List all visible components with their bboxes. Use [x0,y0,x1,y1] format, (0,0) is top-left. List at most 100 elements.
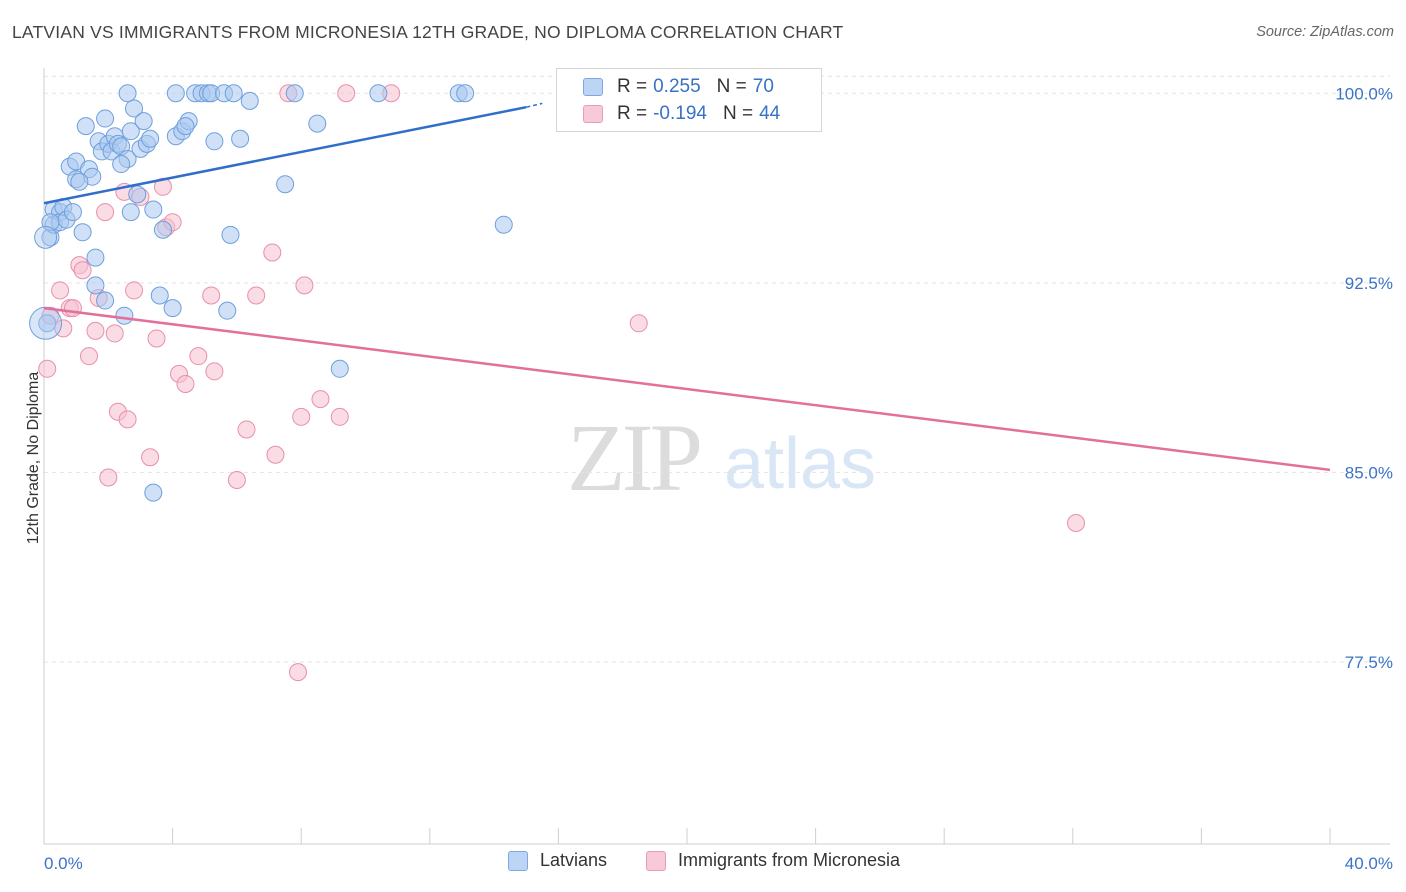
stats-row-latvians: R = 0.255 N = 70 [583,75,774,99]
latvians-trend-extension [526,102,543,108]
latvian-points [29,84,513,502]
micronesia-swatch [646,850,666,871]
micronesia-point [118,410,137,429]
latvian-point [276,175,295,194]
latvians-swatch [583,78,603,96]
latvian-point [76,117,95,136]
latvian-point [73,223,92,242]
latvian-point [153,220,172,239]
latvian-point [369,84,388,103]
micronesia-point [205,362,224,381]
latvian-point [176,117,195,136]
x-tick-label: 40.0% [1345,854,1393,873]
n-value: 70 [752,76,774,97]
n-label: N = [722,103,754,124]
micronesia-point [80,347,99,366]
micronesia-point [202,286,221,305]
micronesia-point [51,281,70,300]
micronesia-point [311,390,330,409]
micronesia-point [263,243,282,262]
micronesia-point [38,359,57,378]
latvian-point [96,109,115,128]
micronesia-point [189,347,208,366]
latvians-swatch [508,850,528,871]
legend-label: Immigrants from Micronesia [678,850,901,870]
micronesia-point [105,324,124,343]
latvian-point [70,172,89,191]
micronesia-point [1067,513,1086,532]
axes [43,68,1390,845]
r-value: 0.255 [653,76,701,97]
latvian-point [86,276,105,295]
legend-item-latvians[interactable]: Latvians [508,850,607,871]
micronesia-point [96,203,115,222]
r-label: R = [617,76,648,97]
micronesia-point [292,407,311,426]
micronesia-point [629,314,648,333]
latvian-point [150,286,169,305]
r-label: R = [617,103,648,124]
latvian-point [218,301,237,320]
tick-labels: 77.5% 85.0% 92.5% 100.0% 0.0% 40.0% [44,84,1393,873]
latvian-point [141,129,160,148]
y-tick-label: 92.5% [1345,274,1393,293]
latvian-point [166,84,185,103]
n-value: 44 [759,103,781,124]
micronesia-point [63,299,82,318]
micronesia-trend-line [43,306,1331,472]
latvian-point [308,114,327,133]
latvian-point [112,155,131,174]
micronesia-point [147,329,166,348]
trend-lines [43,102,1331,472]
latvian-point [494,215,513,234]
micronesia-point [141,448,160,467]
latvian-point [29,306,63,340]
latvian-point [121,122,140,141]
latvian-point [330,359,349,378]
micronesia-point [125,281,144,300]
micronesia-swatch [583,105,603,123]
micronesia-point [227,471,246,490]
chart-title: LATVIAN VS IMMIGRANTS FROM MICRONESIA 12… [12,22,844,42]
micronesia-point [266,445,285,464]
y-tick-label: 85.0% [1345,463,1393,482]
latvian-point [38,314,57,333]
y-tick-label: 100.0% [1335,84,1393,103]
micronesia-point [337,84,356,103]
latvian-point [34,225,58,249]
micronesia-point [86,321,105,340]
latvian-point [285,84,304,103]
latvian-point [144,483,163,502]
series-legend: Latvians Immigrants from Micronesia [0,850,1406,878]
latvian-point [115,306,134,325]
source-label: Source: ZipAtlas.com [1256,24,1394,40]
watermark: ZIP atlas [567,404,876,511]
latvian-point [231,129,250,148]
watermark-zip: ZIP [567,404,700,511]
latvian-point [86,248,105,267]
latvian-point [144,200,163,219]
watermark-atlas: atlas [724,424,876,504]
micronesia-point [295,276,314,295]
latvian-point [125,99,144,118]
latvian-point [163,299,182,318]
latvian-point [96,291,115,310]
latvian-point [224,84,243,103]
x-tick-label: 0.0% [44,854,83,873]
latvian-point [221,225,240,244]
legend-item-micronesia[interactable]: Immigrants from Micronesia [646,850,900,871]
stats-row-micronesia: R = -0.194 N = 44 [583,102,780,126]
latvians-trend-line [43,105,527,205]
micronesia-point [247,286,266,305]
micronesia-point [330,407,349,426]
y-tick-label: 77.5% [1345,653,1393,672]
micronesia-point [176,374,195,393]
latvian-point [205,132,224,151]
micronesia-point [99,468,118,487]
n-label: N = [716,76,747,97]
latvian-point [128,185,147,204]
micronesia-point [288,663,307,682]
legend-label: Latvians [540,850,608,870]
r-value: -0.194 [653,103,707,124]
